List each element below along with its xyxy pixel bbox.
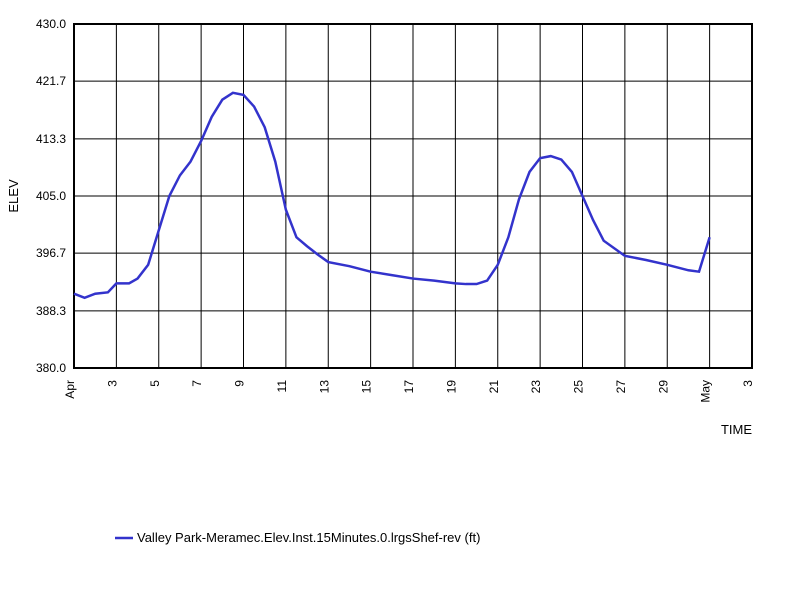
- elevation-chart: 380.0 388.3 396.7 405.0 413.3 421.7 430.0 ELEV A…: [0, 0, 800, 600]
- y-axis-label: ELEV: [6, 179, 21, 213]
- y-tick-label: 430.0: [36, 17, 66, 31]
- x-tick-label: May: [699, 380, 713, 403]
- y-tick-label: 396.7: [36, 246, 66, 260]
- x-tick-label: 9: [233, 380, 247, 387]
- x-tick-label: 19: [444, 380, 458, 394]
- x-tick-label: 13: [317, 380, 331, 394]
- x-tick-label: Apr: [63, 380, 77, 399]
- x-tick-label: 3: [105, 380, 119, 387]
- x-tick-label: 7: [190, 380, 204, 387]
- x-tick-label: 27: [614, 380, 628, 394]
- x-tick-label: 15: [360, 380, 374, 394]
- x-tick-label: 3: [741, 380, 755, 387]
- x-tick-label: 25: [572, 380, 586, 394]
- y-tick-label: 421.7: [36, 74, 66, 88]
- x-tick-label: 11: [275, 380, 289, 393]
- y-tick-label: 380.0: [36, 361, 66, 375]
- y-tick-label: 405.0: [36, 189, 66, 203]
- chart-svg: 380.0 388.3 396.7 405.0 413.3 421.7 430.0 ELEV A…: [0, 0, 800, 600]
- x-axis-label: TIME: [721, 422, 752, 437]
- y-tick-label: 413.3: [36, 132, 66, 146]
- x-tick-label: 29: [656, 380, 670, 394]
- x-tick-label: 17: [402, 380, 416, 394]
- legend-label: Valley Park-Meramec.Elev.Inst.15Minutes.…: [137, 530, 480, 545]
- x-tick-label: 21: [487, 380, 501, 394]
- x-tick-label: 5: [148, 380, 162, 387]
- x-tick-label: 23: [529, 380, 543, 394]
- legend: Valley Park-Meramec.Elev.Inst.15Minutes.…: [115, 530, 480, 545]
- y-tick-label: 388.3: [36, 304, 66, 318]
